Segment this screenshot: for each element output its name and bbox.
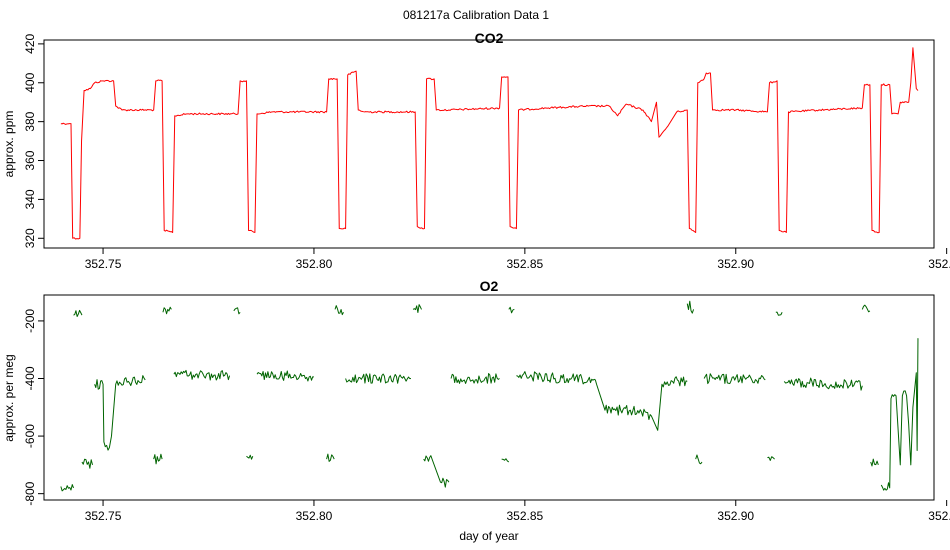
- co2-y-axis-label: approx. ppm: [2, 111, 16, 178]
- co2-x-tick-label: 352.85: [507, 257, 544, 271]
- o2-series-line: [73, 309, 83, 317]
- co2-series: [60, 47, 919, 240]
- o2-y-tick-label: -800: [23, 481, 37, 505]
- o2-series-line: [870, 458, 879, 467]
- o2-plot-frame: [43, 294, 935, 501]
- o2-series-line: [162, 306, 172, 315]
- o2-y-axis: -800 -600 -400 -200: [23, 309, 44, 506]
- co2-y-tick-label: 400: [23, 72, 37, 92]
- o2-plot-title: O2: [480, 278, 499, 294]
- o2-series-line: [256, 370, 315, 382]
- o2-y-axis-label: approx. per meg: [2, 354, 16, 441]
- o2-series-line: [60, 484, 74, 492]
- o2-x-tick-label: 352.75: [85, 509, 122, 523]
- o2-series-line: [775, 311, 783, 316]
- o2-x-axis: 352.75 352.80 352.85 352.90 352.95: [85, 500, 950, 523]
- o2-x-axis-label: day of year: [459, 529, 518, 543]
- co2-y-tick-label: 320: [23, 228, 37, 248]
- co2-y-axis: 320 340 360 380 400 420: [23, 34, 44, 248]
- co2-panel: CO2 352.75 352.80 352.85 352.90 352.95 320 34…: [2, 30, 950, 271]
- o2-x-tick-label: 352.95: [928, 509, 950, 523]
- co2-series-line: [60, 47, 919, 240]
- o2-series-line: [423, 455, 450, 488]
- o2-series-line: [703, 373, 766, 385]
- o2-series-line: [326, 453, 335, 462]
- co2-x-tick-label: 352.80: [296, 257, 333, 271]
- o2-series-line: [450, 373, 500, 384]
- o2-series-line: [153, 453, 163, 465]
- o2-series-line: [173, 369, 231, 381]
- co2-y-tick-label: 340: [23, 189, 37, 209]
- co2-y-tick-label: 380: [23, 111, 37, 131]
- o2-series-line: [233, 307, 241, 315]
- figure-title: 081217a Calibration Data 1: [403, 8, 549, 22]
- co2-plot-frame: [43, 39, 935, 249]
- o2-series: [60, 300, 919, 492]
- o2-x-tick-label: 352.90: [717, 509, 754, 523]
- o2-x-tick-label: 352.85: [507, 509, 544, 523]
- o2-y-tick-label: -600: [23, 424, 37, 448]
- o2-series-line: [94, 375, 146, 451]
- o2-series-line: [516, 371, 688, 431]
- co2-x-axis: 352.75 352.80 352.85 352.90 352.95: [85, 248, 950, 271]
- o2-series-line: [246, 454, 254, 460]
- o2-series-line: [767, 456, 775, 461]
- o2-y-tick-label: -200: [23, 309, 37, 333]
- co2-x-tick-label: 352.90: [717, 257, 754, 271]
- co2-y-tick-label: 420: [23, 34, 37, 54]
- o2-series-line: [412, 304, 422, 314]
- o2-series-line: [345, 373, 412, 384]
- co2-y-tick-label: 360: [23, 150, 37, 170]
- o2-series-line: [334, 305, 344, 316]
- o2-series-line: [783, 377, 863, 391]
- o2-y-tick-label: -400: [23, 366, 37, 390]
- co2-plot-title: CO2: [475, 30, 504, 46]
- o2-series-line: [880, 338, 919, 491]
- o2-panel: O2 352.75 352.80 352.85 352.90 352.95 -800 -6…: [2, 278, 950, 543]
- o2-series-line: [686, 300, 695, 314]
- co2-x-tick-label: 352.75: [85, 257, 122, 271]
- o2-x-tick-label: 352.80: [296, 509, 333, 523]
- o2-series-line: [81, 458, 93, 469]
- o2-series-line: [501, 458, 510, 463]
- co2-x-tick-label: 352.95: [928, 257, 950, 271]
- o2-series-line: [695, 454, 703, 465]
- o2-series-line: [508, 306, 515, 314]
- o2-series-line: [861, 304, 871, 313]
